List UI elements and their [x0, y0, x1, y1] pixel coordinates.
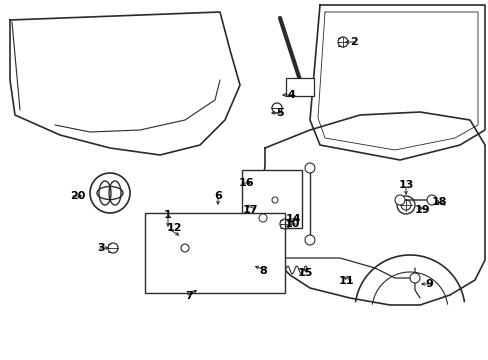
Text: 3: 3 [97, 243, 104, 253]
Text: 6: 6 [214, 191, 222, 201]
Bar [145, 213, 285, 293]
Circle shape [305, 163, 314, 173]
Text: 16: 16 [239, 178, 254, 188]
Text: 15: 15 [297, 268, 312, 278]
Text: 18: 18 [430, 197, 446, 207]
Text: 4: 4 [286, 90, 294, 100]
Text: 14: 14 [285, 214, 301, 224]
Circle shape [409, 273, 419, 283]
Text: 1: 1 [164, 210, 171, 220]
Circle shape [259, 214, 266, 222]
Circle shape [305, 235, 314, 245]
Text: 7: 7 [184, 291, 192, 301]
Text: 11: 11 [338, 276, 353, 286]
Text: 17: 17 [242, 205, 258, 215]
Circle shape [426, 195, 436, 205]
Text: 2: 2 [349, 37, 357, 47]
Text: 20: 20 [70, 191, 85, 201]
Circle shape [271, 197, 278, 203]
Bar [242, 170, 302, 228]
Text: 12: 12 [167, 223, 182, 233]
Text: 19: 19 [413, 205, 429, 215]
Text: 10: 10 [284, 219, 299, 229]
Circle shape [394, 195, 404, 205]
Text: 8: 8 [259, 266, 266, 276]
Bar [285, 78, 313, 96]
Text: 9: 9 [424, 279, 432, 289]
Text: 13: 13 [398, 180, 413, 190]
Text: 5: 5 [276, 108, 284, 118]
